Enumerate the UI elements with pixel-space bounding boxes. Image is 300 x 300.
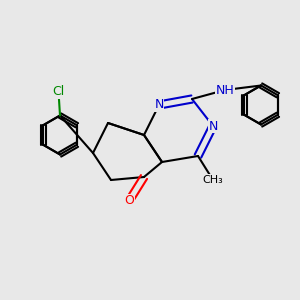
Text: Cl: Cl: [52, 85, 64, 98]
Text: N: N: [208, 119, 218, 133]
Text: NH: NH: [216, 83, 234, 97]
Text: CH₃: CH₃: [202, 175, 224, 185]
Text: O: O: [124, 194, 134, 208]
Text: N: N: [154, 98, 164, 112]
